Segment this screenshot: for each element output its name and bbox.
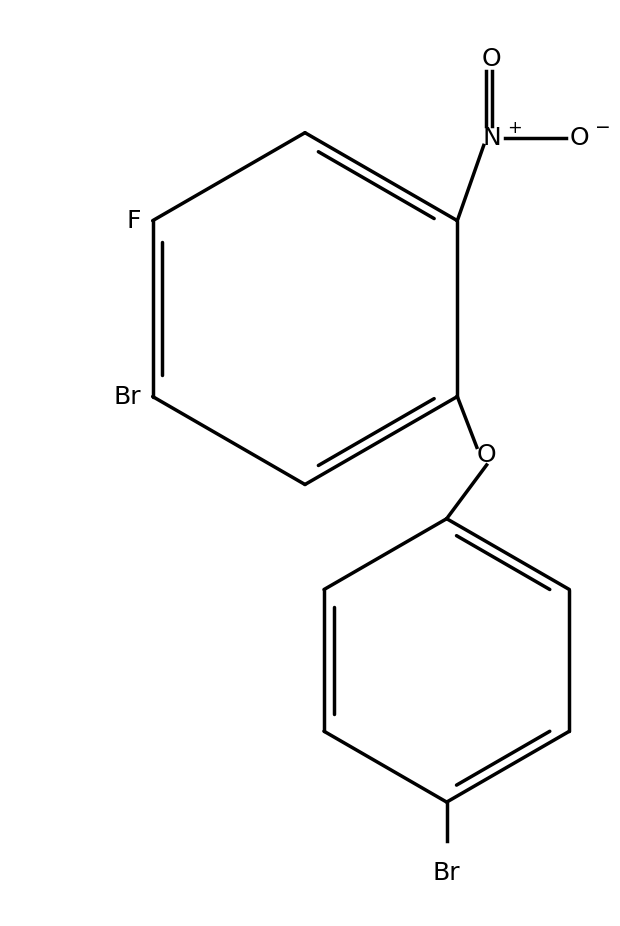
Text: F: F [126, 208, 141, 232]
Text: −: − [595, 119, 611, 137]
Text: +: + [507, 119, 522, 137]
Text: O: O [570, 126, 589, 150]
Text: N: N [482, 126, 501, 150]
Text: Br: Br [433, 861, 461, 884]
Text: O: O [482, 47, 502, 71]
Text: O: O [477, 444, 497, 468]
Text: Br: Br [113, 384, 141, 408]
